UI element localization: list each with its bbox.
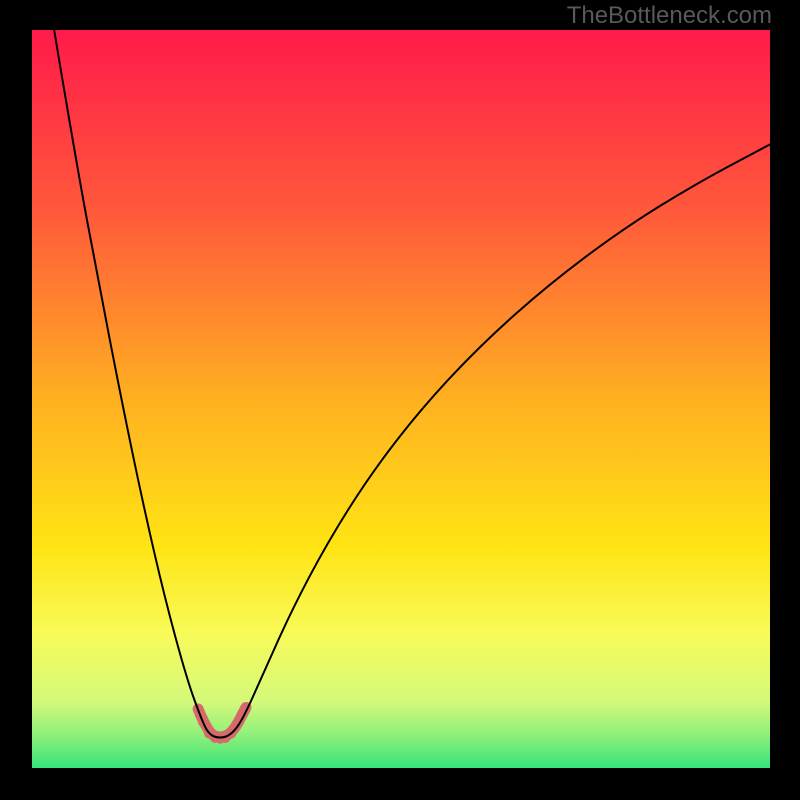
chart-frame: TheBottleneck.com	[0, 0, 800, 800]
watermark-text: TheBottleneck.com	[567, 2, 772, 30]
chart-svg	[32, 30, 770, 768]
main-curve	[54, 30, 770, 738]
plot-area	[32, 30, 770, 768]
